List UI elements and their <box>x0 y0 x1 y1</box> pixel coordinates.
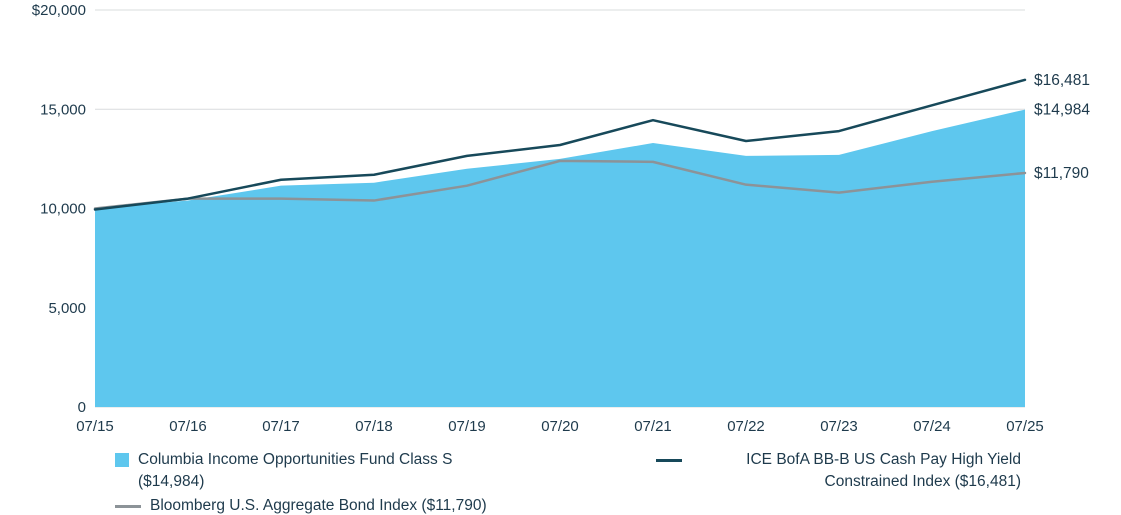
chart-legend: Columbia Income Opportunities Fund Class… <box>0 445 1121 515</box>
legend-item-bloomberg-index: Bloomberg U.S. Aggregate Bond Index ($11… <box>115 495 487 515</box>
series-end-label: $16,481 <box>1034 72 1090 89</box>
x-axis-tick-label: 07/24 <box>913 418 951 435</box>
x-axis-tick-label: 07/21 <box>634 418 672 435</box>
x-axis-tick-label: 07/20 <box>541 418 579 435</box>
series-end-label: $14,984 <box>1034 102 1090 119</box>
x-axis-tick-label: 07/17 <box>262 418 300 435</box>
legend-item-label: ICE BofA BB-B US Cash Pay High Yield Con… <box>746 451 1021 490</box>
bloomberg-series-swatch-icon <box>115 505 141 508</box>
x-axis-tick-label: 07/23 <box>820 418 858 435</box>
y-axis-tick-label: 15,000 <box>40 101 86 118</box>
ice-series-swatch-icon <box>656 459 682 462</box>
legend-item-ice-index: ICE BofA BB-B US Cash Pay High Yield Con… <box>656 449 1021 493</box>
legend-item-fund: Columbia Income Opportunities Fund Class… <box>115 449 487 493</box>
legend-item-label: Bloomberg U.S. Aggregate Bond Index ($11… <box>150 497 487 514</box>
y-axis-tick-label: $20,000 <box>32 2 86 19</box>
line-series <box>93 78 1027 211</box>
legend-column-left: Columbia Income Opportunities Fund Class… <box>115 449 487 515</box>
x-axis-tick-label: 07/18 <box>355 418 393 435</box>
series-end-label: $11,790 <box>1034 165 1089 182</box>
x-axis-tick-label: 07/16 <box>169 418 207 435</box>
legend-item-label: Columbia Income Opportunities Fund Class… <box>138 451 453 490</box>
fund-series-swatch-icon <box>115 453 129 467</box>
y-axis-tick-label: 0 <box>78 399 86 416</box>
chart-area: $20,000 15,000 10,000 5,000 0 07/15 07/16 07/17… <box>32 2 1091 435</box>
y-axis-tick-label: 5,000 <box>48 300 86 317</box>
y-axis-tick-label: 10,000 <box>40 201 86 218</box>
line-series <box>93 159 1027 210</box>
growth-chart-svg: $20,000 15,000 10,000 5,000 0 07/15 07/16 07/17… <box>32 2 1091 435</box>
x-axis-tick-label: 07/22 <box>727 418 765 435</box>
x-axis-tick-label: 07/25 <box>1006 418 1044 435</box>
x-axis-tick-label: 07/15 <box>76 418 114 435</box>
x-axis-tick-label: 07/19 <box>448 418 486 435</box>
legend-column-right: ICE BofA BB-B US Cash Pay High Yield Con… <box>656 449 1021 493</box>
area-series <box>95 109 1025 407</box>
